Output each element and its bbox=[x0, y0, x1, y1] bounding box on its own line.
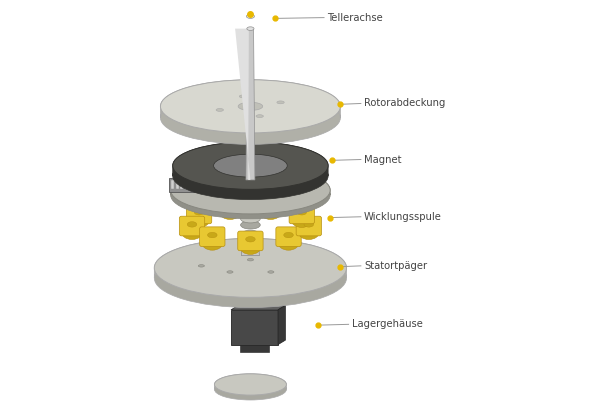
FancyBboxPatch shape bbox=[258, 196, 283, 216]
Ellipse shape bbox=[243, 230, 258, 236]
Polygon shape bbox=[240, 344, 268, 352]
Ellipse shape bbox=[268, 271, 274, 273]
Polygon shape bbox=[278, 306, 285, 344]
Text: Magnet: Magnet bbox=[364, 155, 401, 164]
Ellipse shape bbox=[173, 142, 328, 189]
Ellipse shape bbox=[246, 236, 255, 242]
Ellipse shape bbox=[219, 204, 241, 220]
Ellipse shape bbox=[189, 212, 210, 227]
FancyBboxPatch shape bbox=[289, 204, 314, 224]
Ellipse shape bbox=[241, 215, 260, 223]
Ellipse shape bbox=[246, 285, 277, 293]
FancyBboxPatch shape bbox=[296, 216, 322, 236]
Ellipse shape bbox=[198, 265, 204, 267]
Ellipse shape bbox=[227, 271, 233, 273]
Ellipse shape bbox=[214, 154, 288, 177]
Ellipse shape bbox=[304, 222, 314, 227]
Polygon shape bbox=[235, 29, 250, 180]
Text: Tellerachse: Tellerachse bbox=[327, 13, 383, 22]
FancyBboxPatch shape bbox=[217, 196, 243, 216]
Ellipse shape bbox=[246, 14, 255, 18]
Ellipse shape bbox=[266, 202, 276, 207]
Ellipse shape bbox=[247, 258, 253, 261]
Ellipse shape bbox=[277, 101, 285, 104]
Bar bbox=[176, 180, 179, 189]
Ellipse shape bbox=[161, 80, 340, 133]
Ellipse shape bbox=[284, 232, 294, 238]
Polygon shape bbox=[171, 166, 330, 195]
Ellipse shape bbox=[207, 232, 217, 238]
Polygon shape bbox=[241, 233, 259, 256]
Ellipse shape bbox=[171, 171, 330, 219]
Bar bbox=[185, 180, 188, 189]
Polygon shape bbox=[246, 29, 255, 180]
Ellipse shape bbox=[241, 221, 260, 229]
Text: Wicklungsspule: Wicklungsspule bbox=[364, 212, 442, 222]
FancyBboxPatch shape bbox=[238, 231, 263, 251]
Ellipse shape bbox=[256, 115, 264, 117]
Ellipse shape bbox=[278, 235, 299, 250]
Ellipse shape bbox=[216, 108, 223, 111]
Ellipse shape bbox=[173, 152, 328, 200]
Ellipse shape bbox=[214, 374, 286, 395]
FancyBboxPatch shape bbox=[179, 216, 205, 236]
Ellipse shape bbox=[260, 204, 282, 220]
Polygon shape bbox=[231, 310, 278, 344]
Ellipse shape bbox=[291, 212, 313, 227]
Ellipse shape bbox=[238, 102, 263, 110]
Bar bbox=[180, 180, 183, 189]
Polygon shape bbox=[173, 142, 328, 176]
FancyBboxPatch shape bbox=[276, 227, 301, 247]
Ellipse shape bbox=[247, 27, 254, 30]
Ellipse shape bbox=[225, 202, 235, 207]
Polygon shape bbox=[231, 306, 285, 310]
Text: Statortрäger: Statortрäger bbox=[364, 261, 427, 271]
Ellipse shape bbox=[297, 209, 307, 215]
Bar bbox=[194, 180, 197, 189]
Text: Rotorabdeckung: Rotorabdeckung bbox=[364, 99, 446, 108]
Ellipse shape bbox=[171, 166, 330, 214]
Polygon shape bbox=[155, 238, 347, 278]
Ellipse shape bbox=[240, 95, 247, 98]
Ellipse shape bbox=[298, 224, 319, 240]
Ellipse shape bbox=[161, 91, 340, 144]
Ellipse shape bbox=[214, 379, 286, 400]
Ellipse shape bbox=[181, 224, 202, 240]
Ellipse shape bbox=[155, 249, 347, 308]
Text: Lagergehäuse: Lagergehäuse bbox=[352, 319, 423, 329]
Ellipse shape bbox=[194, 209, 204, 215]
Polygon shape bbox=[161, 80, 340, 118]
Polygon shape bbox=[169, 178, 201, 192]
Ellipse shape bbox=[187, 222, 197, 227]
Bar bbox=[189, 180, 192, 189]
Ellipse shape bbox=[240, 239, 261, 254]
FancyBboxPatch shape bbox=[186, 204, 211, 224]
Bar bbox=[171, 180, 174, 189]
Polygon shape bbox=[214, 374, 286, 389]
Ellipse shape bbox=[155, 238, 347, 297]
FancyBboxPatch shape bbox=[199, 227, 225, 247]
Bar bbox=[198, 180, 201, 189]
Ellipse shape bbox=[202, 235, 223, 250]
Polygon shape bbox=[246, 289, 277, 306]
